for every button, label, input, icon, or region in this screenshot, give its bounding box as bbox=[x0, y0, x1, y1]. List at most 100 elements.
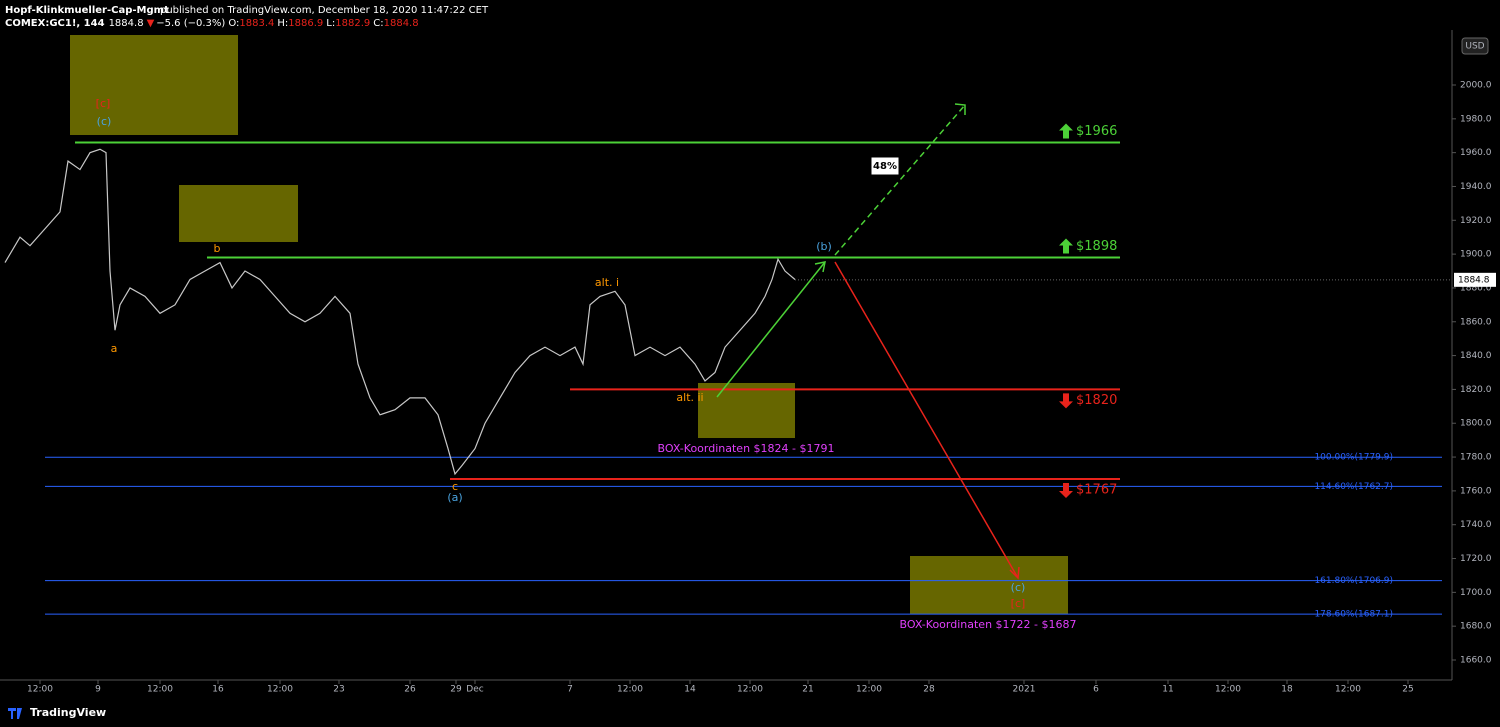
y-tick-label: 1900.0 bbox=[1460, 250, 1492, 260]
x-tick-label: 2021 bbox=[1013, 685, 1036, 695]
box-label: BOX-Koordinaten $1722 - $1687 bbox=[900, 618, 1077, 631]
x-tick-label: Dec bbox=[466, 685, 483, 695]
x-tick-label: 18 bbox=[1281, 685, 1293, 695]
wave-label: alt. i bbox=[595, 276, 619, 289]
wave-label: alt. ii bbox=[676, 391, 703, 404]
arrow-head bbox=[814, 261, 826, 273]
x-tick-label: 7 bbox=[567, 685, 573, 695]
level-label: $1767 bbox=[1076, 483, 1117, 498]
wave-label: a bbox=[111, 342, 118, 355]
h-key: H: bbox=[277, 18, 288, 29]
x-tick-label: 29 bbox=[450, 685, 462, 695]
y-tick-label: 1660.0 bbox=[1460, 656, 1492, 666]
o-key: O: bbox=[228, 18, 239, 29]
arrow bbox=[716, 261, 826, 398]
published: published on TradingView.com, December 1… bbox=[160, 5, 489, 16]
wave-label: (b) bbox=[816, 240, 832, 253]
change-arrow: ▼ bbox=[147, 18, 155, 29]
target-box bbox=[698, 383, 795, 438]
y-tick-label: 1800.0 bbox=[1460, 419, 1492, 429]
x-tick-label: 12:00 bbox=[617, 685, 643, 695]
x-tick-label: 16 bbox=[212, 685, 224, 695]
last-price-box bbox=[1454, 272, 1496, 287]
x-tick-label: 12:00 bbox=[147, 685, 173, 695]
wave-label: [c] bbox=[96, 97, 111, 110]
x-tick-label: 12:00 bbox=[27, 685, 53, 695]
x-tick-label: 12:00 bbox=[856, 685, 882, 695]
footer: TradingView bbox=[30, 706, 106, 719]
x-tick-label: 12:00 bbox=[267, 685, 293, 695]
symbol: COMEX:GC1!, 144 bbox=[5, 18, 105, 29]
price-line bbox=[4, 148, 796, 476]
y-tick-label: 1860.0 bbox=[1460, 317, 1492, 327]
y-tick-label: 1740.0 bbox=[1460, 520, 1492, 530]
x-tick-label: 9 bbox=[95, 685, 101, 695]
y-tick-label: 1680.0 bbox=[1460, 622, 1492, 632]
wave-label: (a) bbox=[447, 491, 462, 504]
x-tick-label: 26 bbox=[404, 685, 416, 695]
c: 1884.8 bbox=[384, 18, 419, 29]
fib-label: 100.00%(1779.9) bbox=[1314, 453, 1393, 463]
y-tick-label: 2000.0 bbox=[1460, 81, 1492, 91]
percent-box bbox=[870, 156, 900, 176]
y-tick-label: 1700.0 bbox=[1460, 588, 1492, 598]
level-arrow bbox=[1059, 393, 1073, 409]
symbol-line: COMEX:GC1!, 144 1884.8 ▼ −5.6 (−0.3%) O:1883… bbox=[5, 18, 419, 29]
percent-label: 48% bbox=[873, 161, 897, 172]
level-arrow bbox=[1059, 238, 1073, 254]
change: −5.6 (−0.3%) bbox=[156, 18, 225, 29]
y-tick-label: 1940.0 bbox=[1460, 182, 1492, 192]
x-tick-label: 6 bbox=[1093, 685, 1099, 695]
y-tick-label: 1960.0 bbox=[1460, 148, 1492, 158]
fib-label: 178.60%(1687.1) bbox=[1314, 610, 1393, 620]
arrow bbox=[834, 261, 1019, 579]
box-label: BOX-Koordinaten $1824 - $1791 bbox=[658, 442, 835, 455]
y-tick-label: 1720.0 bbox=[1460, 554, 1492, 564]
currency-button[interactable] bbox=[1461, 37, 1489, 55]
y-tick-label: 1920.0 bbox=[1460, 216, 1492, 226]
h: 1886.9 bbox=[288, 18, 323, 29]
fib-label: 161.80%(1706.9) bbox=[1314, 576, 1393, 586]
fib-label: 114.60%(1762.7) bbox=[1314, 482, 1393, 492]
y-tick-label: 1780.0 bbox=[1460, 453, 1492, 463]
level-label: $1966 bbox=[1076, 124, 1117, 139]
x-tick-label: 12:00 bbox=[1215, 685, 1241, 695]
x-tick-label: 12:00 bbox=[737, 685, 763, 695]
x-tick-label: 12:00 bbox=[1335, 685, 1361, 695]
target-box bbox=[70, 35, 238, 135]
level-label: $1820 bbox=[1076, 393, 1117, 408]
arrow-head bbox=[954, 103, 966, 115]
x-tick-label: 11 bbox=[1162, 685, 1173, 695]
level-label: $1898 bbox=[1076, 239, 1117, 254]
o: 1883.4 bbox=[239, 18, 274, 29]
y-tick-label: 1980.0 bbox=[1460, 114, 1492, 124]
wave-label: [c] bbox=[1011, 597, 1026, 610]
l: 1882.9 bbox=[335, 18, 370, 29]
level-arrow bbox=[1059, 123, 1073, 139]
x-tick-label: 28 bbox=[923, 685, 935, 695]
logo bbox=[8, 708, 22, 719]
currency[interactable]: USD bbox=[1465, 42, 1484, 52]
arrow-head bbox=[1009, 566, 1020, 580]
l-key: L: bbox=[326, 18, 335, 29]
last: 1884.8 bbox=[109, 18, 144, 29]
x-tick-label: 23 bbox=[333, 685, 344, 695]
y-tick-label: 1760.0 bbox=[1460, 486, 1492, 496]
c-key: C: bbox=[373, 18, 383, 29]
x-tick-label: 14 bbox=[684, 685, 696, 695]
author: Hopf-Klinkmueller-Cap-Mgmt bbox=[5, 5, 169, 16]
level-arrow bbox=[1059, 483, 1073, 499]
target-box bbox=[179, 185, 298, 242]
last-price-label: 1884.8 bbox=[1458, 275, 1490, 285]
y-tick-label: 1840.0 bbox=[1460, 351, 1492, 361]
wave-label: c bbox=[452, 480, 458, 493]
x-tick-label: 25 bbox=[1402, 685, 1413, 695]
wave-label: b bbox=[214, 242, 221, 255]
x-tick-label: 21 bbox=[802, 685, 813, 695]
y-tick-label: 1820.0 bbox=[1460, 385, 1492, 395]
arrow bbox=[834, 104, 966, 256]
y-tick-label: 1880.0 bbox=[1460, 283, 1492, 293]
target-box bbox=[910, 556, 1068, 614]
wave-label: (c) bbox=[1011, 581, 1026, 594]
